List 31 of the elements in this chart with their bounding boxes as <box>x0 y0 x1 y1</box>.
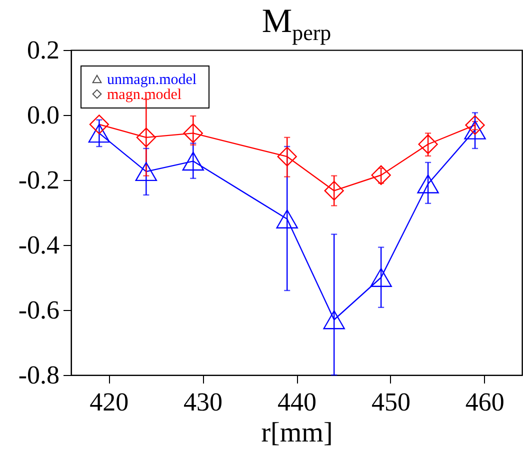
x-tick-label: 440 <box>278 388 316 416</box>
point <box>465 115 485 135</box>
point <box>323 310 345 330</box>
point <box>464 120 486 140</box>
y-tick-label: -0.6 <box>18 296 60 324</box>
series-label: magn.model <box>107 87 182 103</box>
point <box>324 180 344 201</box>
x-tick-label: 460 <box>465 388 504 416</box>
x-tick-label: 450 <box>371 388 410 416</box>
y-tick-label: -0.2 <box>18 166 60 194</box>
point <box>276 210 298 228</box>
y-tick-label: -0.8 <box>18 360 60 390</box>
y-tick-label: -0.4 <box>18 230 60 260</box>
text: unmagn.model <box>107 72 197 88</box>
point <box>182 152 204 171</box>
x-axis-title: r[mm] <box>261 418 333 448</box>
point <box>277 146 297 166</box>
point <box>136 128 156 148</box>
point <box>418 134 438 154</box>
point <box>370 268 392 287</box>
y-tick-label: 0.0 <box>27 100 60 130</box>
point <box>183 123 203 144</box>
point <box>417 174 439 194</box>
y-tick-label: 0.2 <box>27 36 60 64</box>
x-tick-label: 430 <box>184 388 223 416</box>
point <box>88 124 110 143</box>
point <box>371 165 391 185</box>
x-tick-label: 420 <box>90 388 129 416</box>
point <box>135 162 158 182</box>
point <box>89 114 110 134</box>
chart-title: M$_{perp}$ <box>260 2 332 47</box>
